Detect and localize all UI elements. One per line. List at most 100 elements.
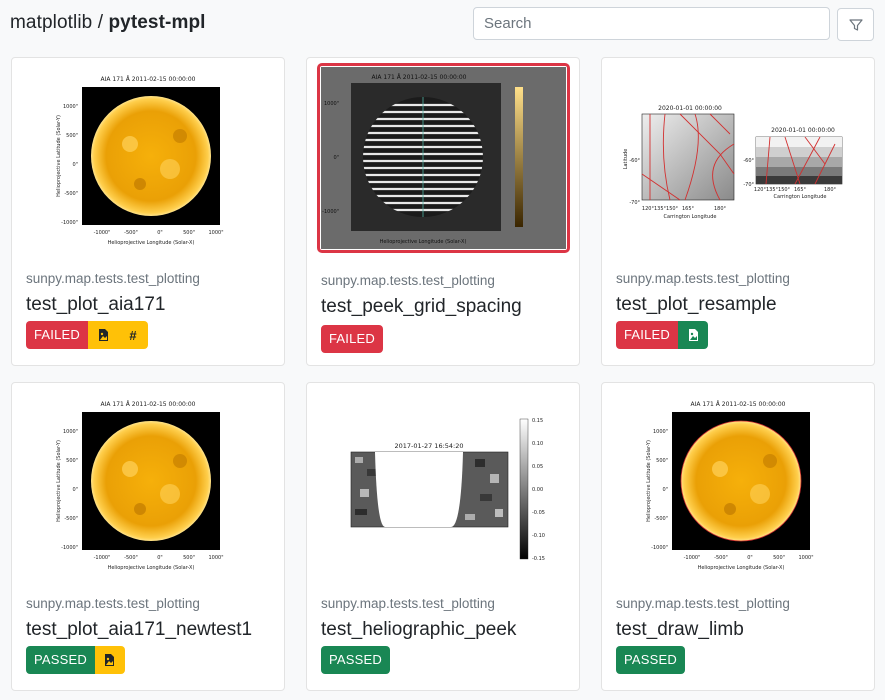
svg-text:-1000": -1000" — [651, 545, 668, 551]
svg-text:Helioprojective Latitude (Sola: Helioprojective Latitude (Solar-Y) — [646, 440, 652, 522]
test-name[interactable]: test_draw_limb — [616, 619, 744, 640]
result-image[interactable]: 2020-01-01 00:00:00 -60° -70° Latitude 1… — [610, 64, 866, 250]
svg-text:500": 500" — [773, 555, 785, 561]
image-file-icon — [88, 321, 118, 349]
status-badges: FAILED — [321, 325, 383, 353]
result-image[interactable]: AIA 171 Å 2011-02-15 00:00:00 1000" 500"… — [20, 64, 276, 250]
result-image[interactable]: AIA 171 Å 2011-02-15 00:00:00 100 — [317, 63, 570, 253]
svg-text:120°135°150°: 120°135°150° — [754, 187, 791, 193]
status-badge: PASSED — [616, 646, 685, 674]
svg-text:-500": -500" — [714, 555, 728, 561]
test-card[interactable]: AIA 171 Å 2011-02-15 00:00:00 1000" 500"… — [601, 382, 875, 691]
svg-text:Carrington Longitude: Carrington Longitude — [774, 194, 827, 200]
svg-text:2017-01-27 16:54:20: 2017-01-27 16:54:20 — [394, 442, 463, 450]
svg-text:-1000": -1000" — [684, 555, 701, 561]
breadcrumb-separator: / — [92, 12, 109, 33]
header: matplotlib / pytest-mpl — [0, 0, 885, 48]
svg-text:-0.15: -0.15 — [532, 556, 545, 562]
test-module: sunpy.map.tests.test_plotting — [321, 596, 495, 611]
image-file-icon — [94, 646, 125, 674]
svg-text:Carrington Longitude: Carrington Longitude — [664, 214, 717, 220]
svg-text:0.10: 0.10 — [532, 441, 543, 447]
status-badge: FAILED — [616, 321, 678, 349]
filter-button[interactable] — [837, 8, 874, 41]
svg-text:0": 0" — [334, 155, 339, 161]
svg-text:-0.05: -0.05 — [532, 510, 545, 516]
svg-text:0": 0" — [747, 555, 752, 561]
svg-text:2020-01-01 00:00:00: 2020-01-01 00:00:00 — [658, 105, 722, 112]
svg-text:0.15: 0.15 — [532, 418, 543, 424]
svg-text:1000": 1000" — [324, 101, 339, 107]
image-file-icon — [678, 321, 708, 349]
svg-text:165°: 165° — [682, 206, 695, 212]
svg-text:500": 500" — [183, 230, 195, 236]
svg-text:Helioprojective Latitude (Sola: Helioprojective Latitude (Solar-Y) — [56, 440, 62, 522]
svg-text:-500": -500" — [654, 516, 668, 522]
svg-text:-60°: -60° — [743, 158, 754, 164]
test-name[interactable]: test_plot_aia171_newtest1 — [26, 619, 253, 640]
plot-title: AIA 171 Å 2011-02-15 00:00:00 — [101, 76, 196, 83]
hash-icon: # — [118, 321, 148, 349]
test-card[interactable]: 2020-01-01 00:00:00 -60° -70° Latitude 1… — [601, 57, 875, 366]
org-name[interactable]: matplotlib — [10, 12, 93, 33]
svg-text:1000": 1000" — [63, 104, 78, 110]
svg-text:1000": 1000" — [63, 429, 78, 435]
svg-text:120°135°150°: 120°135°150° — [642, 206, 679, 212]
svg-text:500": 500" — [66, 458, 78, 464]
svg-text:0.05: 0.05 — [532, 464, 543, 470]
svg-text:AIA 171 Å 2011-02-15 00:00:00: AIA 171 Å 2011-02-15 00:00:00 — [372, 74, 467, 81]
svg-text:-1000": -1000" — [322, 209, 339, 215]
svg-text:1000": 1000" — [208, 230, 223, 236]
svg-text:AIA 171 Å 2011-02-15 00:00:00: AIA 171 Å 2011-02-15 00:00:00 — [691, 401, 786, 408]
svg-text:AIA 171 Å 2011-02-15 00:00:00: AIA 171 Å 2011-02-15 00:00:00 — [101, 401, 196, 408]
repo-name[interactable]: pytest-mpl — [108, 12, 206, 33]
test-card[interactable]: AIA 171 Å 2011-02-15 00:00:00 100 — [306, 57, 580, 366]
status-badge: FAILED — [26, 321, 88, 349]
svg-text:Helioprojective Longitude (Sol: Helioprojective Longitude (Solar-X) — [380, 239, 467, 245]
svg-text:180°: 180° — [824, 187, 837, 193]
svg-text:0": 0" — [663, 487, 668, 493]
status-badges: FAILED — [616, 321, 708, 349]
filter-icon — [848, 18, 863, 31]
svg-text:500": 500" — [66, 133, 78, 139]
status-badges: FAILED # — [26, 321, 148, 349]
test-card[interactable]: 2017-01-27 16:54:20 0.15 0.10 0.05 0.00 … — [306, 382, 580, 691]
search-input[interactable] — [473, 7, 830, 40]
result-image[interactable]: 2017-01-27 16:54:20 0.15 0.10 0.05 0.00 … — [315, 389, 571, 575]
svg-text:165°: 165° — [794, 187, 807, 193]
svg-text:0": 0" — [73, 487, 78, 493]
test-module: sunpy.map.tests.test_plotting — [321, 273, 495, 288]
test-name[interactable]: test_heliographic_peek — [321, 619, 517, 640]
test-card[interactable]: AIA 171 Å 2011-02-15 00:00:00 1000" 500"… — [11, 382, 285, 691]
test-module: sunpy.map.tests.test_plotting — [26, 596, 200, 611]
svg-text:1000": 1000" — [653, 429, 668, 435]
status-badges: PASSED — [616, 646, 685, 674]
status-badges: PASSED — [26, 646, 125, 674]
test-name[interactable]: test_plot_aia171 — [26, 294, 166, 315]
status-badge: FAILED — [321, 325, 383, 353]
svg-text:1000": 1000" — [208, 555, 223, 561]
svg-text:Helioprojective Longitude (Sol: Helioprojective Longitude (Solar-X) — [108, 240, 195, 246]
svg-text:-500": -500" — [124, 230, 138, 236]
svg-text:-1000": -1000" — [94, 230, 111, 236]
svg-text:-1000": -1000" — [61, 220, 78, 226]
svg-text:500": 500" — [656, 458, 668, 464]
breadcrumb: matplotlib / pytest-mpl — [10, 12, 206, 34]
test-module: sunpy.map.tests.test_plotting — [616, 271, 790, 286]
svg-text:-500": -500" — [64, 516, 78, 522]
svg-text:-70°: -70° — [629, 200, 640, 206]
svg-text:180°: 180° — [714, 206, 727, 212]
svg-text:Helioprojective Longitude (Sol: Helioprojective Longitude (Solar-X) — [108, 565, 195, 571]
test-name[interactable]: test_plot_resample — [616, 294, 777, 315]
svg-text:-1000": -1000" — [61, 545, 78, 551]
test-name[interactable]: test_peek_grid_spacing — [321, 296, 522, 317]
test-module: sunpy.map.tests.test_plotting — [26, 271, 200, 286]
result-image[interactable]: AIA 171 Å 2011-02-15 00:00:00 1000" 500"… — [20, 389, 276, 575]
result-image[interactable]: AIA 171 Å 2011-02-15 00:00:00 1000" 500"… — [610, 389, 866, 575]
svg-text:2020-01-01 00:00:00: 2020-01-01 00:00:00 — [771, 127, 835, 134]
svg-text:0": 0" — [73, 162, 78, 168]
svg-text:0": 0" — [157, 555, 162, 561]
svg-text:1000": 1000" — [798, 555, 813, 561]
test-card[interactable]: AIA 171 Å 2011-02-15 00:00:00 1000" 500"… — [11, 57, 285, 366]
status-badge: PASSED — [26, 646, 95, 674]
